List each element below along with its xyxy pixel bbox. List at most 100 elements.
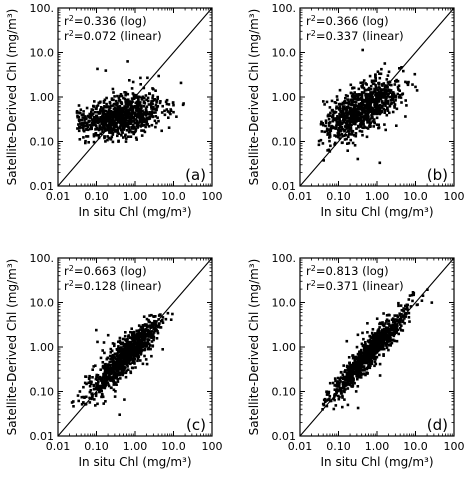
data-point <box>343 370 346 374</box>
data-point <box>111 117 115 120</box>
data-point <box>351 141 355 145</box>
data-point <box>117 139 120 143</box>
data-point <box>332 126 335 129</box>
data-point <box>368 124 372 127</box>
data-point <box>161 104 164 108</box>
data-point <box>133 335 136 339</box>
data-point <box>88 116 92 119</box>
data-point <box>351 354 355 357</box>
data-point <box>121 353 124 357</box>
data-point <box>379 72 383 76</box>
data-point <box>111 355 114 358</box>
y-tick-label: 0.10 <box>30 386 55 399</box>
data-point <box>317 139 321 143</box>
data-point <box>370 362 374 366</box>
data-point <box>363 89 367 92</box>
data-point <box>340 132 344 136</box>
data-point <box>145 317 149 321</box>
data-point <box>112 126 116 130</box>
data-point <box>134 96 137 99</box>
data-point <box>348 117 352 120</box>
data-point <box>90 380 93 384</box>
data-point <box>84 124 88 127</box>
x-tick-label: 10.0 <box>161 440 186 453</box>
data-point <box>126 60 129 63</box>
data-point <box>169 109 173 112</box>
data-point <box>343 100 347 103</box>
data-point <box>368 74 372 78</box>
data-point <box>123 398 126 401</box>
data-point <box>373 337 376 340</box>
data-point <box>122 136 125 139</box>
data-point <box>140 122 143 125</box>
data-point <box>161 321 165 324</box>
data-point <box>155 121 158 125</box>
data-point <box>333 141 337 145</box>
data-point <box>366 101 369 104</box>
data-point <box>119 93 123 96</box>
data-point <box>353 107 357 111</box>
data-point <box>130 333 134 337</box>
data-point <box>359 376 363 379</box>
data-point <box>94 124 98 128</box>
data-point <box>126 92 130 96</box>
data-point <box>381 93 385 97</box>
data-point <box>113 376 117 380</box>
data-point <box>367 360 370 364</box>
data-point <box>355 374 358 378</box>
x-tick-label: 0.10 <box>326 190 351 203</box>
data-point <box>386 107 389 111</box>
data-point <box>367 354 371 358</box>
data-point <box>93 133 96 136</box>
data-point <box>112 388 116 392</box>
data-point <box>118 373 121 377</box>
data-point <box>172 103 175 107</box>
data-point <box>105 124 108 127</box>
data-point <box>143 130 147 134</box>
data-point <box>99 118 102 122</box>
data-point <box>127 340 130 344</box>
data-point <box>96 127 99 131</box>
data-point <box>348 108 352 112</box>
data-point <box>154 111 157 114</box>
data-point <box>126 358 130 361</box>
data-point <box>107 111 110 114</box>
data-point <box>146 122 149 126</box>
data-point <box>136 112 140 115</box>
data-point <box>372 349 375 352</box>
data-point <box>113 344 116 348</box>
data-point <box>337 397 341 401</box>
data-point <box>319 138 323 142</box>
data-point <box>125 352 129 355</box>
data-point <box>365 109 369 113</box>
data-point <box>368 352 372 356</box>
data-point <box>361 102 365 106</box>
data-point <box>322 398 326 402</box>
data-point <box>131 125 134 129</box>
data-point <box>356 365 359 369</box>
data-point <box>360 97 364 100</box>
data-point <box>130 349 134 352</box>
data-point <box>407 298 411 301</box>
data-point <box>396 324 399 328</box>
data-point <box>400 313 403 316</box>
data-point <box>134 353 137 357</box>
data-point <box>126 343 130 347</box>
data-point <box>81 121 84 125</box>
data-point <box>105 364 109 367</box>
data-point <box>157 314 161 317</box>
data-point <box>373 347 377 350</box>
data-point <box>325 127 329 131</box>
data-point <box>400 328 403 332</box>
data-point <box>141 324 145 327</box>
data-point <box>375 101 379 105</box>
data-point <box>386 99 390 103</box>
data-point <box>368 110 372 113</box>
data-point <box>132 116 135 119</box>
data-point <box>133 346 136 350</box>
data-point <box>103 379 107 383</box>
data-point <box>157 74 160 78</box>
data-point <box>103 122 106 125</box>
data-point <box>132 97 136 100</box>
data-point <box>136 352 139 356</box>
